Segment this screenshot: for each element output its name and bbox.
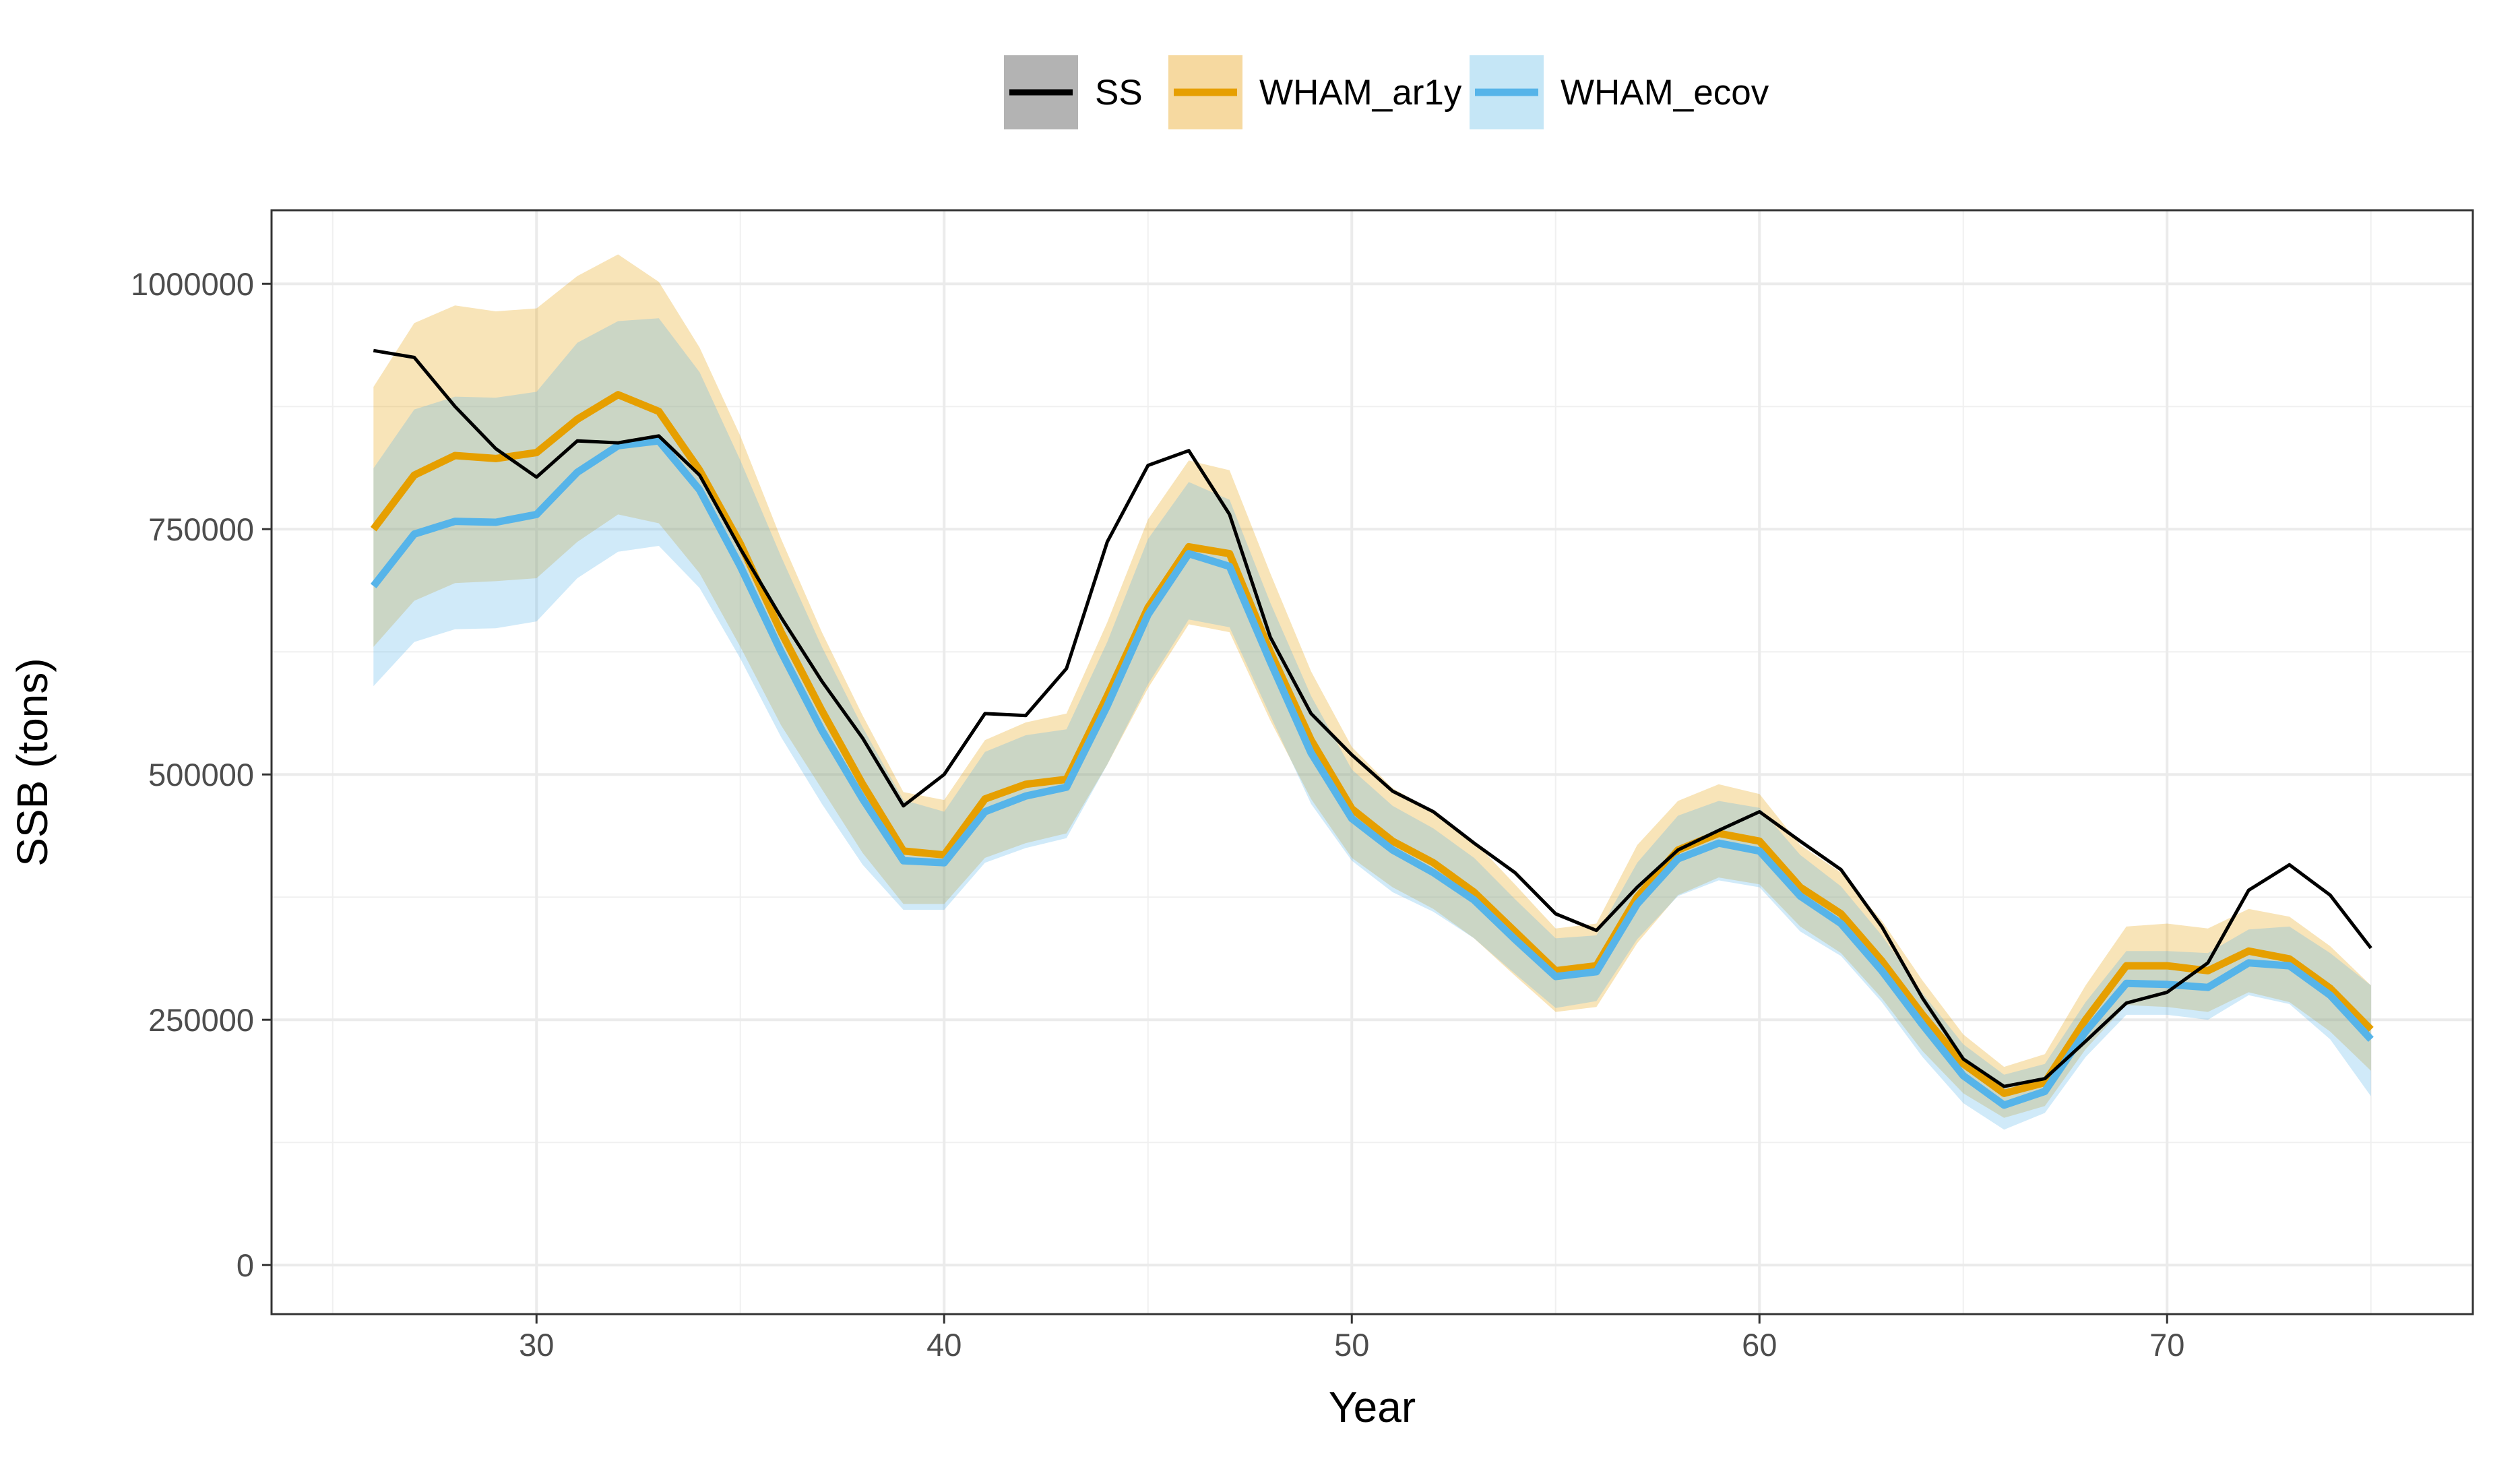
axes: 30 40 50 60 70 0 250000 500000 750000 1000000 — [131, 266, 2184, 1363]
confidence-ribbons — [373, 254, 2371, 1130]
line-ss — [373, 348, 2372, 1088]
ribbon-wham_ecov — [373, 318, 2371, 1130]
y-axis-title: SSB (tons) — [8, 658, 57, 866]
series-lines — [370, 348, 2374, 1109]
line-wham_ecov — [370, 437, 2374, 1109]
legend-label-wham_ecov: WHAM_ecov — [1561, 73, 1769, 113]
x-axis-title: Year — [1329, 1383, 1416, 1431]
x-tick-label: 40 — [926, 1327, 962, 1363]
legend: SS WHAM_ar1y WHAM_ecov — [1004, 55, 1769, 129]
line-wham_ar1y — [370, 391, 2374, 1097]
x-tick-label: 50 — [1334, 1327, 1369, 1363]
y-tick-label: 750000 — [148, 511, 254, 547]
x-tick-label: 60 — [1742, 1327, 1777, 1363]
y-tick-label: 500000 — [148, 757, 254, 793]
legend-label-wham_ar1y: WHAM_ar1y — [1259, 73, 1462, 113]
plot-panel — [272, 210, 2473, 1314]
y-tick-label: 250000 — [148, 1002, 254, 1038]
plot-panel-border — [270, 209, 2474, 1315]
ribbon-wham_ar1y — [373, 254, 2371, 1118]
y-tick-label: 1000000 — [131, 266, 254, 302]
grid-lines — [272, 210, 2473, 1314]
y-tick-label: 0 — [237, 1247, 254, 1283]
legend-label-ss: SS — [1095, 73, 1143, 113]
x-tick-label: 30 — [519, 1327, 554, 1363]
x-tick-label: 70 — [2149, 1327, 2184, 1363]
